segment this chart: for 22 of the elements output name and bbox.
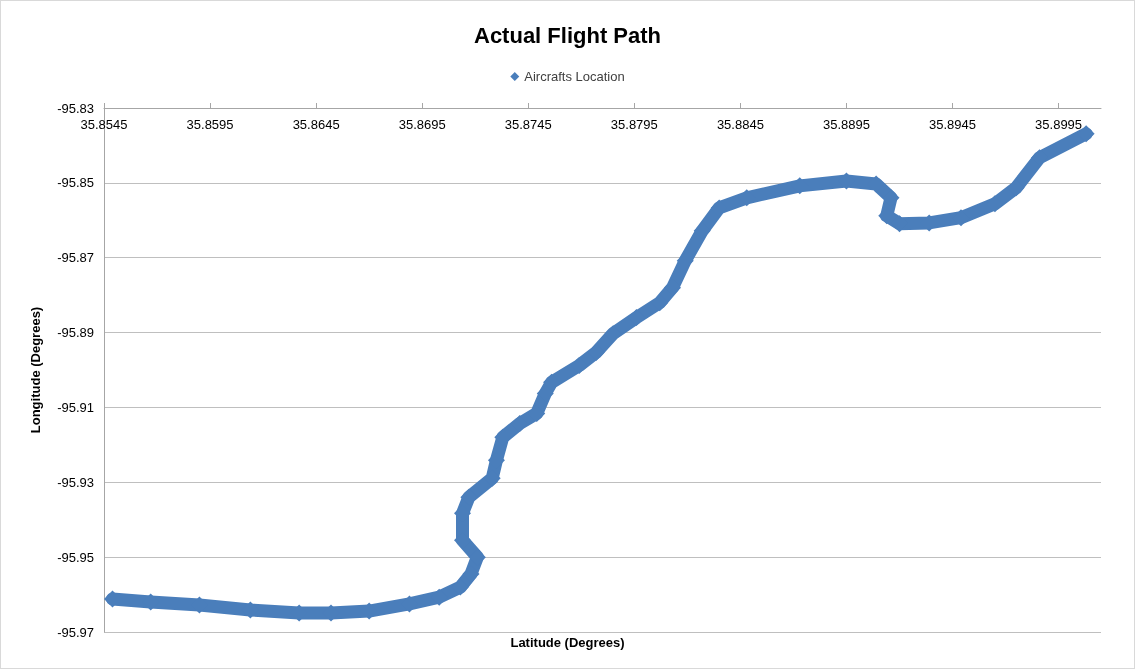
x-tick-label: 35.8695 <box>398 117 446 132</box>
x-axis-title: Latitude (Degrees) <box>510 635 625 650</box>
x-tick-label: 35.8895 <box>822 117 870 132</box>
y-tick-label: -95.85 <box>57 175 94 191</box>
y-axis-title: Longitude (Degrees) <box>28 306 43 434</box>
x-tick-label: 35.8745 <box>504 117 552 132</box>
legend-label: Aircrafts Location <box>524 69 625 84</box>
y-tick-label: -95.91 <box>57 399 94 415</box>
chart-title: Actual Flight Path <box>474 22 661 48</box>
y-tick-label: -95.87 <box>57 250 94 266</box>
x-tick-label: 35.8795 <box>610 117 658 132</box>
x-tick-label: 35.8945 <box>929 117 977 132</box>
x-tick-label: 35.8995 <box>1035 117 1083 132</box>
y-tick-label: -95.89 <box>57 325 94 341</box>
y-tick-label: -95.97 <box>57 624 94 640</box>
y-tick-label: -95.95 <box>57 549 94 565</box>
y-tick-label: -95.83 <box>57 100 94 116</box>
x-tick-label: 35.8595 <box>186 117 234 132</box>
x-tick-label: 35.8645 <box>292 117 340 132</box>
y-tick-label: -95.93 <box>57 474 94 490</box>
x-tick-label: 35.8845 <box>716 117 764 132</box>
x-tick-label: 35.8545 <box>80 117 128 132</box>
